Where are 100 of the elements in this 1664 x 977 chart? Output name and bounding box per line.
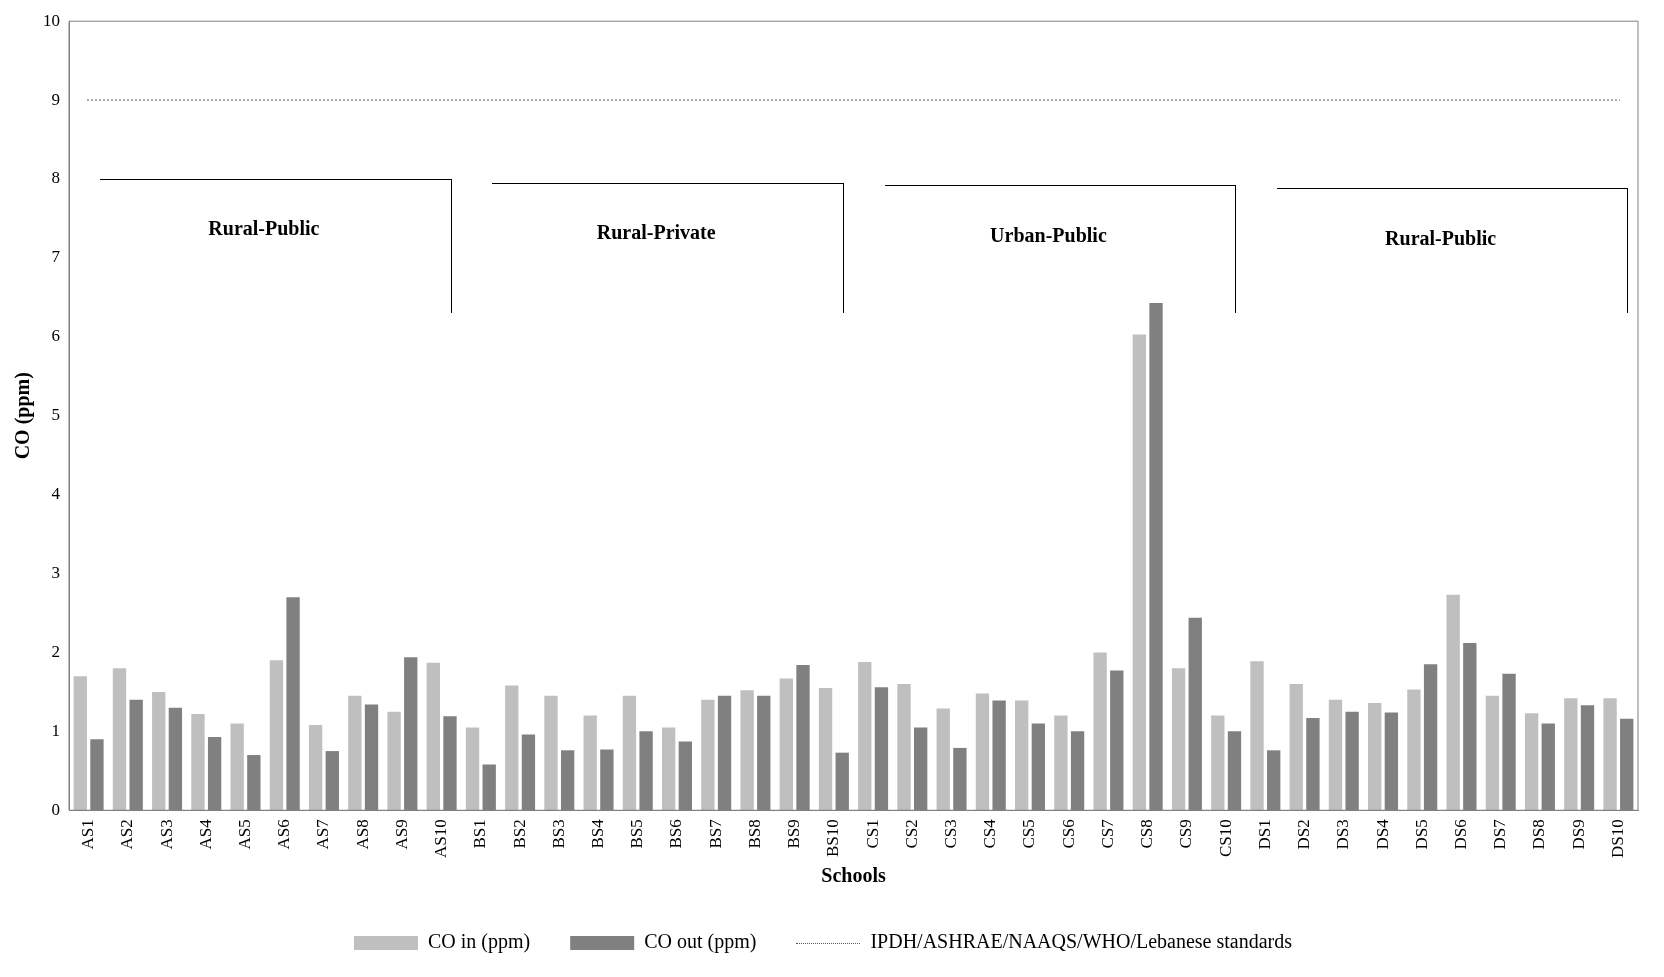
bar (505, 685, 519, 811)
bar (740, 690, 754, 811)
y-tick-label: 7 (51, 247, 61, 267)
x-tick-label: BS5 (627, 819, 647, 849)
x-tick-label: DS1 (1254, 819, 1274, 850)
bar (897, 684, 911, 811)
y-tick-label: 1 (51, 720, 60, 740)
bar (779, 678, 793, 811)
x-tick-label: AS8 (352, 819, 372, 850)
x-tick-label: BS3 (548, 819, 568, 849)
x-tick-label: AS10 (431, 819, 451, 858)
bar (1603, 698, 1617, 811)
bar (73, 676, 87, 811)
x-tick-label: AS3 (156, 819, 176, 850)
bar (152, 691, 166, 811)
x-tick-label: CS7 (1097, 818, 1117, 849)
x-tick-label: CS3 (941, 819, 961, 849)
legend-label: IPDH/ASHRAE/NAAQS/WHO/Lebanese standards (870, 930, 1293, 953)
x-tick-label: AS9 (391, 819, 411, 850)
bar (112, 668, 127, 811)
x-tick-label: DS2 (1294, 819, 1314, 850)
x-tick-label: AS5 (234, 819, 254, 850)
x-tick-label: AS1 (78, 819, 98, 850)
x-tick-label: AS6 (274, 819, 294, 850)
bar (1564, 698, 1578, 811)
bar (1093, 652, 1107, 811)
bar (661, 727, 676, 811)
bar (622, 695, 637, 811)
annotation: Urban-Public (990, 223, 1107, 246)
y-tick-label: 10 (43, 10, 60, 30)
bar (348, 695, 362, 811)
bar (1015, 700, 1029, 811)
legend-label: CO out (ppm) (644, 930, 757, 954)
bar (269, 660, 284, 811)
x-tick-label: AS7 (313, 818, 333, 850)
bar (1328, 699, 1343, 811)
x-tick-label: DS6 (1450, 819, 1470, 850)
annotation: Rural-Public (1385, 226, 1497, 249)
bar (544, 695, 558, 811)
x-tick-label: CS9 (1176, 819, 1196, 849)
bar (1407, 689, 1421, 811)
bar (230, 723, 244, 811)
y-axis-title: CO (ppm) (11, 372, 35, 460)
x-tick-label: CS5 (1019, 819, 1039, 849)
x-tick-label: CS4 (980, 818, 1000, 849)
bar (1485, 695, 1500, 811)
y-tick-label: 3 (51, 563, 60, 583)
x-tick-label: BS8 (744, 819, 764, 849)
x-tick-label: CS1 (862, 819, 882, 849)
bar (1054, 715, 1068, 811)
x-tick-label: DS4 (1372, 818, 1392, 850)
y-tick-label: 9 (51, 89, 60, 109)
y-tick-label: 0 (51, 799, 60, 819)
x-axis-title: Schools (821, 864, 886, 887)
bar (465, 727, 480, 811)
x-tick-label: DS3 (1333, 819, 1353, 850)
x-tick-label: BS2 (509, 819, 529, 849)
x-tick-label: BS4 (588, 818, 608, 849)
y-tick-label: 8 (51, 168, 60, 188)
y-tick-label: 2 (51, 641, 60, 661)
x-tick-label: AS2 (117, 819, 137, 850)
bar (1171, 668, 1186, 811)
bar (701, 699, 715, 811)
x-tick-label: DS9 (1568, 819, 1588, 850)
bar (936, 708, 950, 811)
x-tick-label: CS8 (1137, 819, 1157, 849)
x-tick-label: BS9 (784, 819, 804, 849)
bar (1368, 702, 1382, 811)
x-tick-label: DS8 (1529, 819, 1549, 850)
y-tick-label: 6 (51, 326, 60, 346)
x-tick-label: DS10 (1607, 819, 1627, 858)
bar (1132, 334, 1147, 811)
bar (1289, 684, 1303, 811)
x-tick-label: BS10 (823, 819, 843, 858)
y-tick-label: 4 (51, 484, 61, 504)
x-tick-label: CS10 (1215, 819, 1235, 858)
legend-label: CO in (ppm) (427, 930, 531, 954)
x-tick-label: AS4 (195, 818, 215, 850)
bar (191, 714, 205, 811)
bar (1250, 661, 1264, 811)
bar (583, 715, 597, 811)
x-tick-label: DS7 (1490, 818, 1510, 850)
bar (1211, 715, 1225, 811)
bar (858, 661, 872, 811)
bar (308, 725, 323, 811)
x-tick-label: BS7 (705, 818, 725, 849)
annotation: Rural-Public (208, 217, 320, 240)
x-tick-label: CS6 (1058, 819, 1078, 849)
annotation: Rural-Private (596, 221, 716, 244)
x-tick-label: DS5 (1411, 819, 1431, 850)
bar (975, 693, 990, 811)
x-tick-label: CS2 (901, 819, 921, 849)
bar (1446, 594, 1460, 811)
y-tick-label: 5 (51, 405, 60, 425)
bar (387, 711, 401, 811)
bar (1524, 713, 1539, 811)
x-tick-label: BS1 (470, 819, 490, 849)
bar (818, 687, 833, 811)
bar (426, 662, 440, 811)
x-tick-label: BS6 (666, 819, 686, 849)
